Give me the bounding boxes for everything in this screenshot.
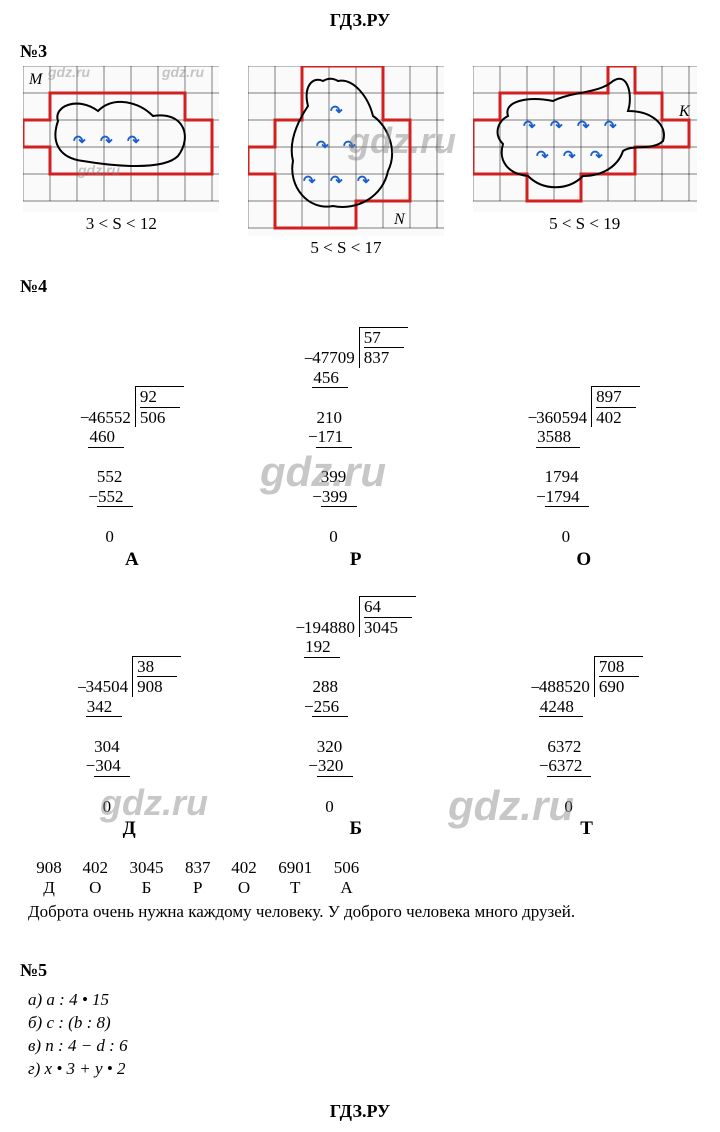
ex5-item-c: в) n : 4 − d : 6 [28,1035,720,1058]
grid-block-1: ↷ ↷ ↷ M 3 < S < 12 [23,66,219,258]
svg-text:↷: ↷ [604,119,617,135]
section-3-label: №3 [0,37,720,66]
svg-text:↷: ↷ [303,174,316,190]
word-numbers: 908 402 3045 837 402 6901 506 [28,858,720,878]
ex5-item-d: г) x • 3 + y • 2 [28,1058,720,1081]
division-O: 360594897 402 −3588 1794 −1794 0 О [528,367,641,571]
svg-text:↷: ↷ [100,134,113,150]
grid-svg-3: ↷↷↷↷ ↷↷↷ K [473,66,697,212]
division-A: 4655292 506 −460 552 −552 0 А [80,367,184,571]
svg-text:↷: ↷ [536,149,549,165]
svg-text:↷: ↷ [523,119,536,135]
svg-text:M: M [28,71,44,88]
svg-text:N: N [393,211,406,228]
svg-text:↷: ↷ [73,134,86,150]
division-row-2: 3450438 908 −342 304 −304 0 Д 19488064 3… [20,577,700,841]
division-area: 4655292 506 −460 552 −552 0 А 4770957 83… [0,301,720,852]
grid-caption-2: 5 < S < 17 [310,236,381,258]
letter-D: Д [123,818,136,840]
division-R: 4770957 837 −456 210 −171 399 −399 0 Р [304,307,408,571]
svg-text:↷: ↷ [590,149,603,165]
svg-text:K: K [678,103,691,120]
svg-text:↷: ↷ [316,139,329,155]
grid-block-3: ↷↷↷↷ ↷↷↷ K 5 < S < 19 [473,66,697,258]
division-D: 3450438 908 −342 304 −304 0 Д [77,636,181,840]
division-row-1: 4655292 506 −460 552 −552 0 А 4770957 83… [20,307,700,571]
grid-block-2: ↷ ↷ ↷ ↷ ↷ ↷ N 5 < S < 17 [248,66,444,258]
svg-text:↷: ↷ [343,139,356,155]
letter-A: А [125,549,139,571]
page-footer: ГДЗ.РУ [0,1087,720,1132]
grid-caption-3: 5 < S < 19 [549,212,620,234]
page-header: ГДЗ.РУ [0,0,720,37]
division-T: 488520708 690 −4248 6372 −6372 0 Т [530,636,643,840]
ex5-item-b: б) c : (b : 8) [28,1012,720,1035]
ex5-item-a: а) a : 4 • 15 [28,989,720,1012]
svg-text:↷: ↷ [127,134,140,150]
grids-row: ↷↷↷ M 3 < S < 12 ↷ ↷↷ ↷↷↷ N 5 < S < 17 [0,66,720,262]
svg-text:↷: ↷ [577,119,590,135]
letter-O: О [576,549,591,571]
exercise-5: а) a : 4 • 15 б) c : (b : 8) в) n : 4 − … [0,985,720,1087]
letter-B: Б [349,818,362,840]
letter-R: Р [350,549,362,571]
grid-caption-1: 3 < S < 12 [86,212,157,234]
word-table: 908 402 3045 837 402 6901 506 Д О Б Р О … [0,852,720,898]
svg-text:↷: ↷ [563,149,576,165]
svg-text:↷: ↷ [330,104,343,120]
sentence: Доброта очень нужна каждому человеку. У … [0,898,720,924]
svg-text:↷: ↷ [550,119,563,135]
letter-T: Т [580,818,593,840]
word-letters: Д О Б Р О Т А [28,878,720,898]
grid-svg-2: ↷ ↷ ↷ ↷ ↷ ↷ N [248,66,444,236]
svg-text:↷: ↷ [357,174,370,190]
division-B: 19488064 3045 −192 288 −256 320 −320 0 Б [295,577,416,841]
svg-text:↷: ↷ [330,174,343,190]
section-4-label: №4 [0,262,720,301]
grid-svg-1: ↷ ↷ ↷ M [23,66,219,212]
section-5-label: №5 [0,924,720,985]
